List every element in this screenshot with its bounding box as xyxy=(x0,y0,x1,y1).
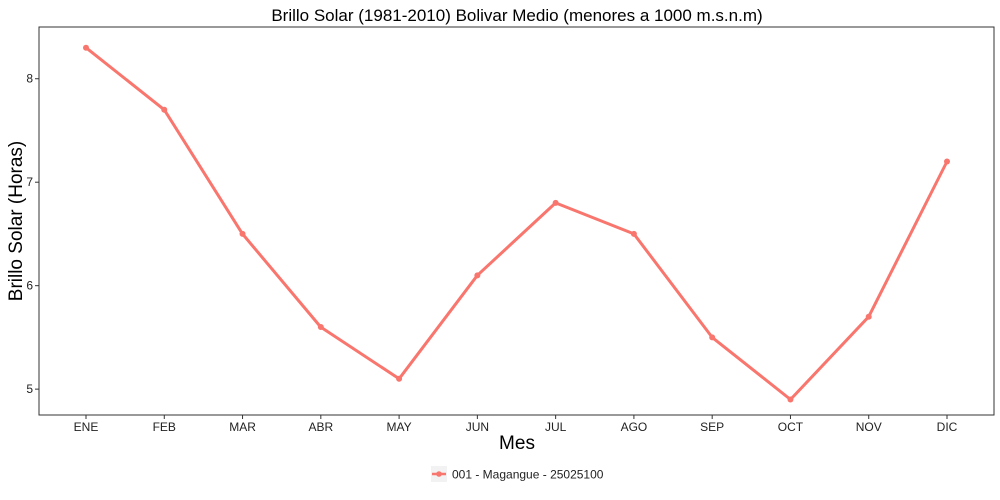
x-tick-label: JUL xyxy=(545,420,567,434)
x-tick-label: DIC xyxy=(937,420,958,434)
series-layer xyxy=(83,44,950,403)
x-tick-label: OCT xyxy=(778,420,804,434)
x-tick-label: JUN xyxy=(466,420,489,434)
y-tick-label: 8 xyxy=(26,72,33,86)
series-line xyxy=(84,46,949,401)
x-tick-label: MAR xyxy=(229,420,256,434)
data-point xyxy=(396,375,403,382)
data-point xyxy=(239,230,246,237)
y-tick-label: 5 xyxy=(26,382,33,396)
data-point xyxy=(317,324,324,331)
legend-key-point xyxy=(436,471,442,477)
data-point xyxy=(865,313,872,320)
x-tick-label: ENE xyxy=(74,420,99,434)
data-point xyxy=(83,44,89,51)
x-axis-title: Mes xyxy=(499,433,535,454)
data-point xyxy=(630,230,637,237)
plot-panel xyxy=(38,26,995,416)
y-tick-label: 7 xyxy=(26,175,33,189)
x-tick-label: SEP xyxy=(700,420,724,434)
x-tick-label: MAY xyxy=(387,420,412,434)
x-tick-label: FEB xyxy=(153,420,176,434)
legend-label: 001 - Magangue - 25025100 xyxy=(452,468,604,482)
legend: 001 - Magangue - 25025100 xyxy=(431,466,604,482)
x-tick-label: NOV xyxy=(856,420,882,434)
data-point xyxy=(787,396,794,403)
y-axis: 5 6 7 8 xyxy=(26,72,39,396)
data-point xyxy=(944,158,950,165)
data-point xyxy=(709,334,716,341)
x-axis: ENE FEB MAR ABR MAY JUN JUL AGO SEP OCT NOV DIC xyxy=(74,415,958,434)
data-point xyxy=(474,272,481,279)
chart-title: Brillo Solar (1981-2010) Bolivar Medio (… xyxy=(271,6,762,25)
x-tick-label: ABR xyxy=(308,420,333,434)
data-point xyxy=(552,199,559,206)
y-tick-label: 6 xyxy=(26,279,33,293)
y-axis-title: Brillo Solar (Horas) xyxy=(6,141,27,301)
x-tick-label: AGO xyxy=(621,420,648,434)
data-point xyxy=(161,106,168,113)
